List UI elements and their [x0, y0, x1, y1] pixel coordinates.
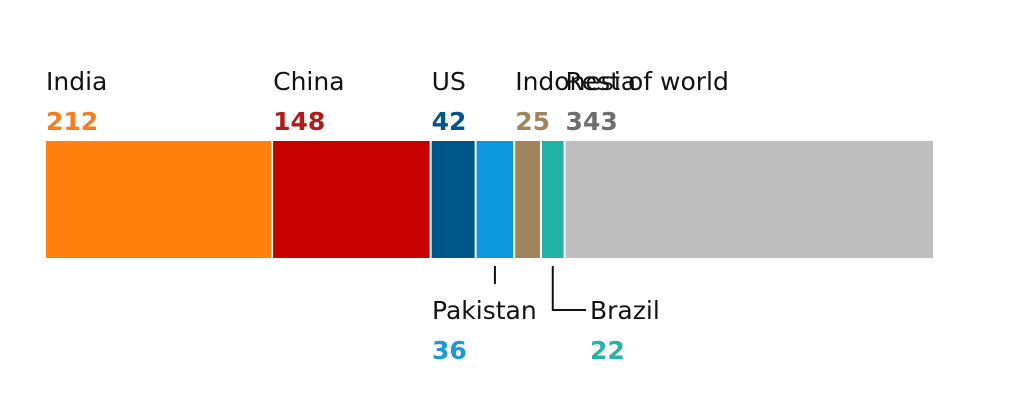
value-china: 148 [273, 107, 325, 136]
bar-segment-indonesia [515, 141, 540, 258]
value-us: 42 [432, 107, 467, 136]
label-brazil: Brazil [590, 296, 660, 325]
bar-segment-india [46, 141, 272, 258]
connector-brazil [551, 266, 586, 311]
bar-segment-us [431, 141, 475, 258]
label-us: US [432, 67, 466, 96]
value-india: 212 [46, 107, 98, 136]
label-china: China [273, 67, 344, 96]
label-india: India [46, 67, 107, 96]
label-pakistan: Pakistan [432, 296, 537, 325]
bar-segment-brazil [541, 141, 564, 258]
label-connectors [493, 266, 586, 311]
bar-segment-pakistan [476, 141, 514, 258]
value-rest-of-world: 343 [566, 107, 618, 136]
label-indonesia: Indonesia [515, 67, 636, 96]
label-rest-of-world: Rest of world [566, 67, 729, 96]
bar-segments [46, 141, 933, 258]
value-pakistan: 36 [432, 336, 467, 365]
segment-labels: India 212 China 148 US 42 Pakistan 36 Indonesia 2… [46, 67, 729, 365]
bar-segment-rest-of-world [565, 141, 933, 258]
bar-segment-china [273, 141, 430, 258]
value-indonesia: 25 [515, 107, 550, 136]
value-brazil: 22 [590, 336, 625, 365]
